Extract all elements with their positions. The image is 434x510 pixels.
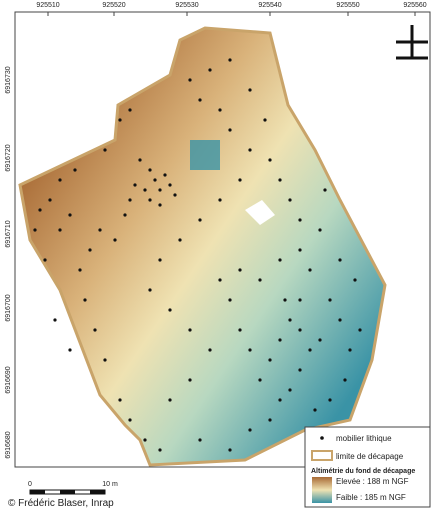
y-label: 6916730 xyxy=(5,66,12,93)
scale-label: 10 m xyxy=(102,481,118,488)
legend: mobilier lithique limite de décapage Alt… xyxy=(304,426,431,508)
x-label: 925540 xyxy=(258,2,281,9)
y-label: 6916690 xyxy=(5,366,12,393)
legend-text: limite de décapage xyxy=(336,452,404,461)
legend-text: Elevée : 188 m NGF xyxy=(336,477,409,486)
legend-boundary xyxy=(311,450,333,461)
y-label: 6916710 xyxy=(5,220,12,247)
depression xyxy=(190,140,220,170)
y-label: 6916680 xyxy=(5,431,12,458)
legend-text: Faible : 185 m NGF xyxy=(336,493,406,502)
y-label: 6916720 xyxy=(5,144,12,171)
x-label: 925560 xyxy=(403,2,426,9)
legend-title: Altimétrie du fond de décapage xyxy=(311,468,415,475)
x-label: 925550 xyxy=(336,2,359,9)
frame-ticks xyxy=(47,12,416,16)
legend-text: mobilier lithique xyxy=(336,434,392,443)
excavation-area xyxy=(18,26,387,467)
scale-bar: 0 10 m xyxy=(28,481,118,495)
north-arrow xyxy=(396,25,428,60)
legend-ramp xyxy=(312,477,332,503)
unexcavated-patch xyxy=(245,200,275,225)
x-label: 925520 xyxy=(102,2,125,9)
x-label: 925530 xyxy=(175,2,198,9)
legend-point xyxy=(320,436,324,440)
credit: © Frédéric Blaser, Inrap xyxy=(8,498,114,509)
scale-label: 0 xyxy=(28,481,32,488)
x-label: 925510 xyxy=(36,2,59,9)
y-label: 6916700 xyxy=(5,294,12,321)
artifact-points xyxy=(33,58,362,452)
